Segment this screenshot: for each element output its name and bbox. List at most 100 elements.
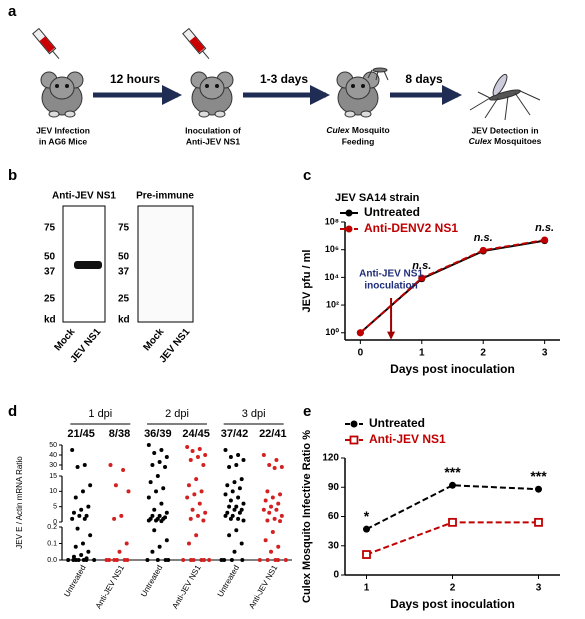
data-point [232,549,237,554]
annotation-note: Anti-JEV NS1 [359,269,423,280]
mouse-icon [336,71,380,118]
x-axis-label: Days post inoculation [390,597,515,611]
data-point [240,558,245,562]
data-point [229,558,234,562]
data-point [239,541,244,546]
data-point [241,518,246,523]
annotation-note: inoculation [364,281,417,292]
data-point [146,495,151,500]
blot-title: Pre-immune [136,191,194,202]
legend-marker [345,209,353,217]
y-tick-label: 0 [53,519,57,526]
y-tick-label: 10⁶ [325,244,339,254]
caption-italic: Culex [469,136,493,146]
data-point [236,453,241,457]
data-point [152,528,157,533]
x-tick-label: Anti-JEV NS1 [247,563,280,610]
y-tick-label: 10⁰ [325,327,339,337]
data-point [113,483,118,488]
y-tick-label: 60 [328,511,340,522]
blot-title: Anti-JEV NS1 [52,191,116,202]
y-tick-label: 10² [326,299,339,309]
data-point [236,516,241,521]
data-point [186,541,191,546]
y-axis-label: JEV E / Actin mRNA Ratio [15,456,24,549]
x-axis-label: Days post inoculation [390,362,515,376]
blot-marker: 50 [118,252,130,263]
data-point [232,507,237,512]
caption: Feeding [342,136,375,146]
y-tick-label: 30 [49,462,57,469]
data-point [194,477,199,482]
data-point [228,455,233,459]
data-point [241,458,246,462]
data-point [121,468,126,472]
data-point [225,483,230,488]
group-label: 3 dpi [242,408,266,420]
lane-label: Mock [141,326,166,353]
panel-label: d [8,403,17,420]
legend-marker [349,435,359,445]
data-point [234,463,239,467]
data-point [199,489,204,494]
data-point [195,513,200,518]
legend-label: Untreated [369,416,425,430]
arrow-label: 8 days [405,72,443,86]
data-point [157,513,162,518]
data-point [223,492,228,497]
y-tick-label: 0.1 [47,540,57,547]
data-point [70,448,75,452]
mosquito-icon [367,67,541,121]
data-point [237,486,242,491]
data-point [278,519,283,524]
y-tick-label: 0.0 [47,557,57,564]
panel-label: a [8,3,17,20]
data-point [203,510,208,515]
data-point [230,513,235,518]
series-line [366,521,539,556]
data-point [152,451,157,455]
ratio-label: 36/39 [144,428,172,440]
lane-label: Mock [52,326,77,353]
y-tick-label: 90 [328,482,340,493]
data-point [227,465,232,469]
data-point [234,504,239,509]
data-point [66,558,71,562]
data-point [207,558,212,562]
data-point [112,558,117,562]
data-point [276,501,281,506]
panel-label: c [303,167,311,184]
y-tick-label: 5 [53,504,57,511]
data-point [185,495,190,500]
blot-band [74,261,102,269]
data-point [126,489,131,494]
data-point [239,477,244,482]
data-point [88,483,93,488]
data-point [203,453,208,457]
data-point [155,558,160,562]
blot-marker: 75 [44,223,56,234]
blot-marker: 50 [44,252,56,263]
y-tick-label: 0 [333,570,339,581]
data-point [124,541,129,546]
data-point [84,513,89,518]
annotation: n.s. [535,222,554,234]
caption-part: Mosquito [350,125,390,135]
x-tick-label: Anti-JEV NS1 [94,563,127,610]
y-tick-label: 0.2 [47,524,57,531]
caption-italic: Culex [326,125,350,135]
data-point [73,544,78,549]
annotation: *** [530,468,547,484]
data-point [239,507,244,512]
ratio-label: 37/42 [221,428,249,440]
blot-marker: kd [44,315,56,326]
data-point [71,554,76,559]
x-tick-label: Untreated [216,564,241,599]
data-point [81,558,86,562]
diagram: 12 hours 1-3 days 8 days JEV Infection i… [32,28,542,146]
data-point [163,558,168,562]
legend-label: Anti-JEV NS1 [369,432,446,446]
data-point [241,501,246,506]
data-point [164,510,169,515]
y-tick-label: 30 [328,540,340,551]
